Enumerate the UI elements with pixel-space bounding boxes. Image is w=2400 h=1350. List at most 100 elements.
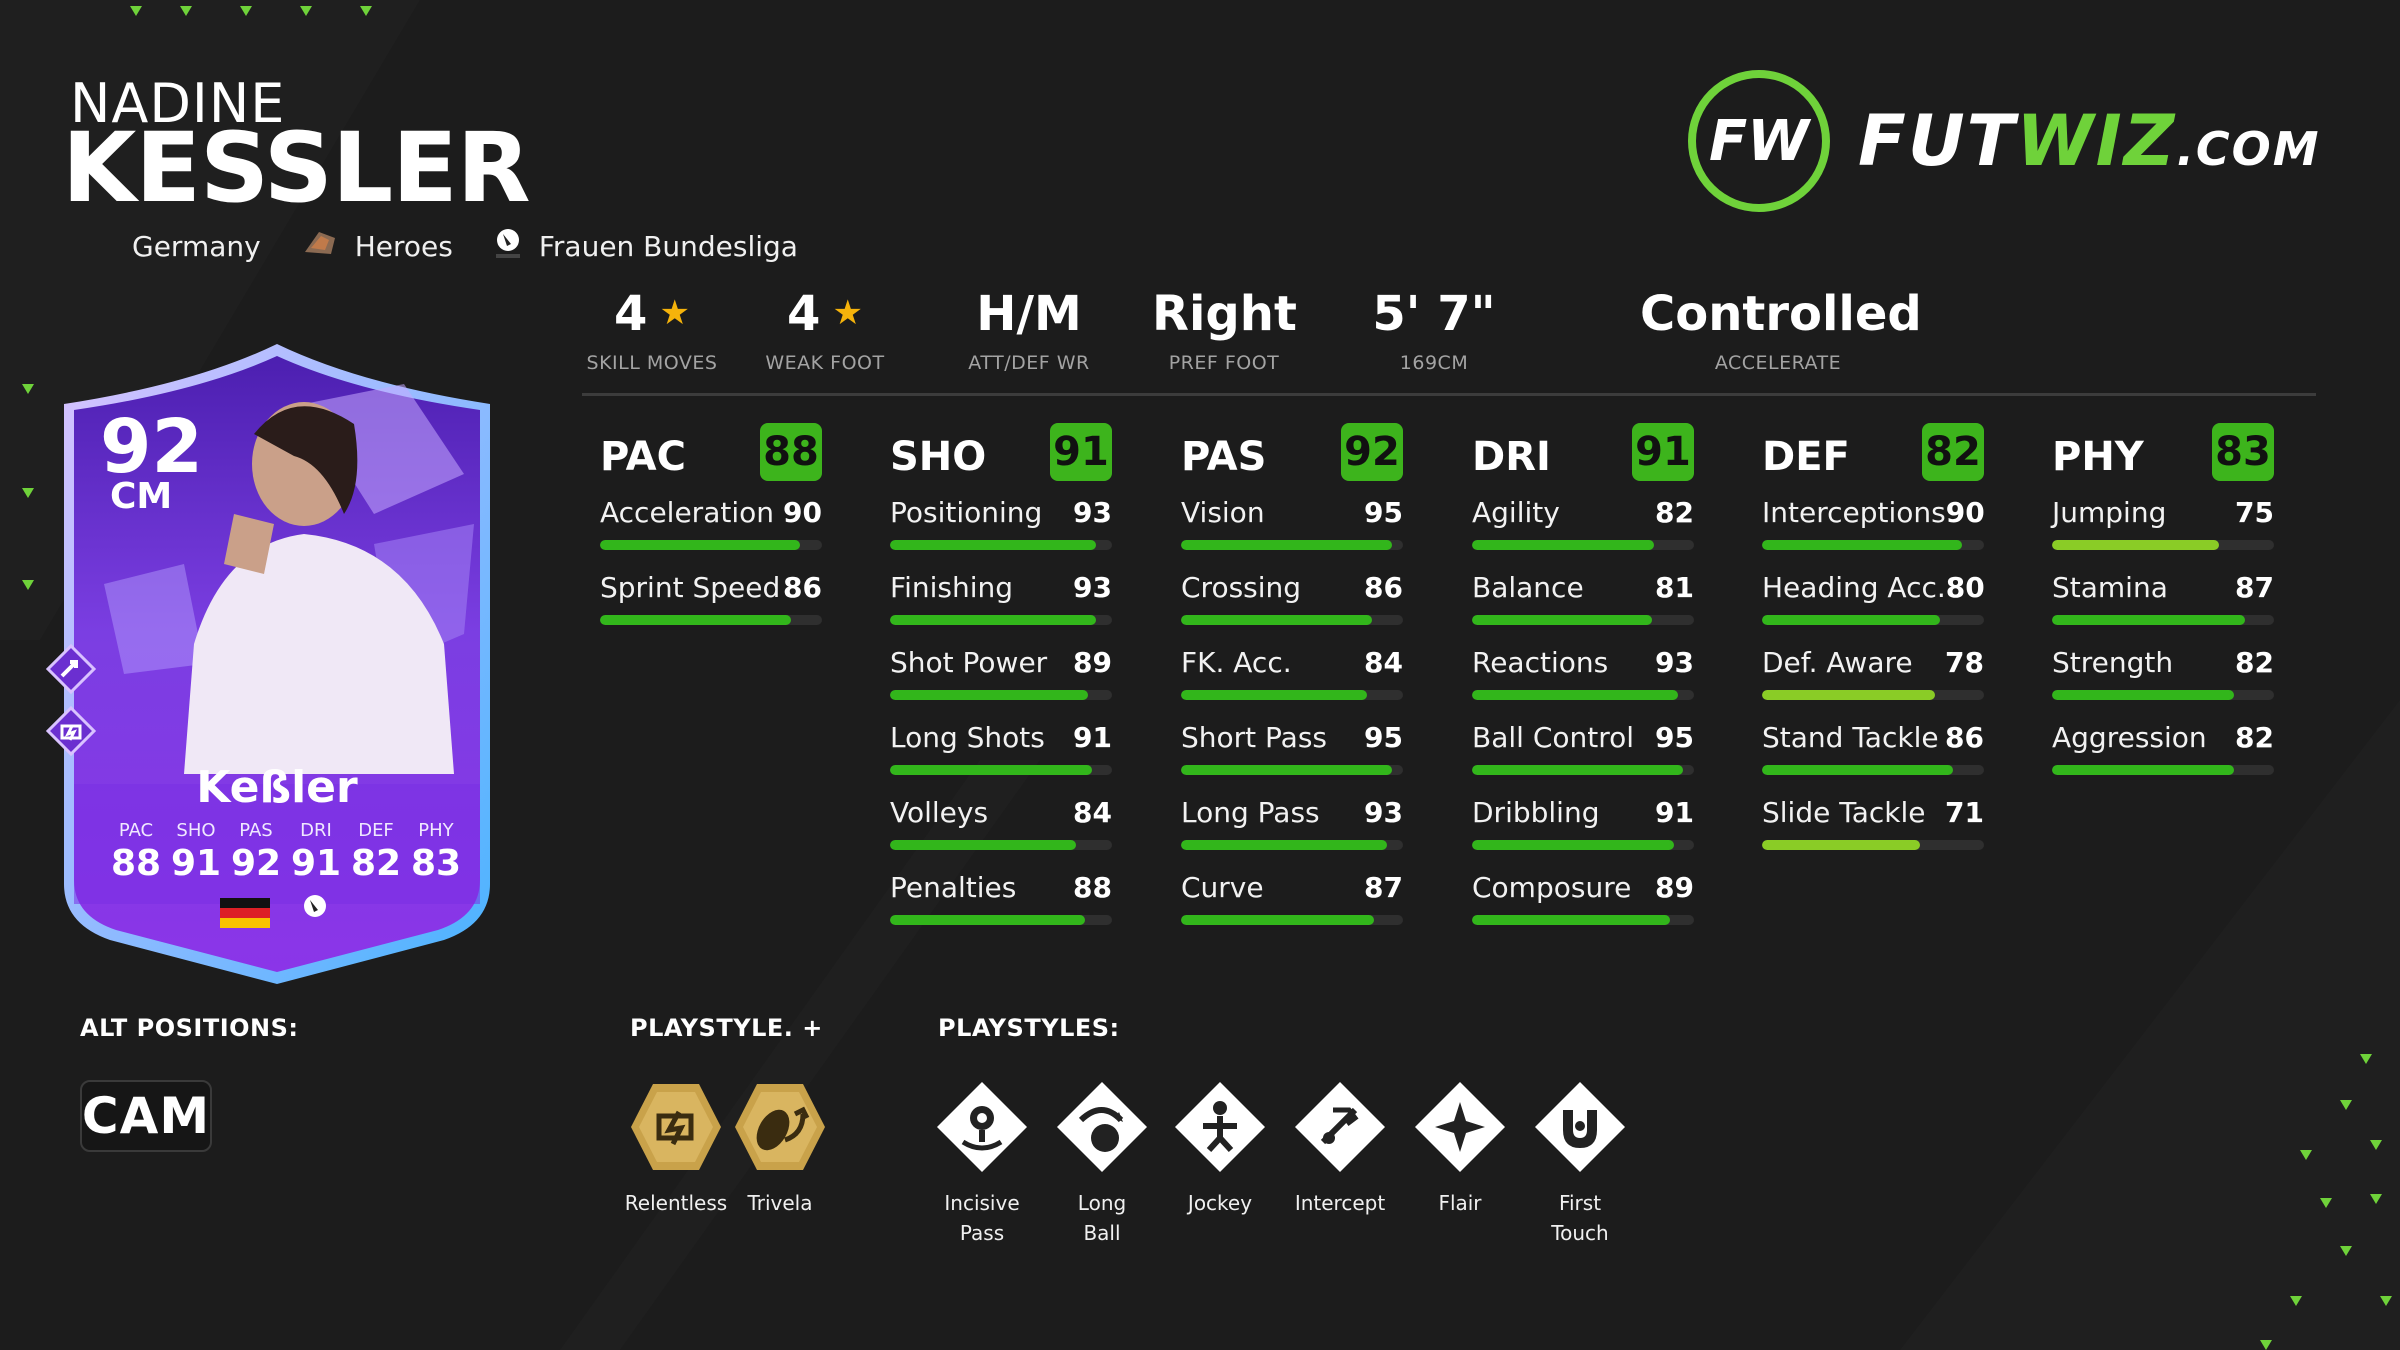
stat-bar xyxy=(2052,765,2274,775)
stat-row: Ball Control 95 xyxy=(1472,715,1694,784)
nation-link[interactable]: Germany xyxy=(68,230,261,263)
stat-column-pas: PAS 92 Vision 95 Crossing 86 FK. Acc. 84 Short P… xyxy=(1181,420,1403,934)
triangle-decoration xyxy=(300,6,312,16)
star-icon: ★ xyxy=(832,293,863,333)
stat-name: Stand Tackle xyxy=(1762,720,1939,754)
triangle-decoration xyxy=(22,488,34,498)
stat-row: Strength 82 xyxy=(2052,640,2274,709)
trivela-icon xyxy=(735,1084,825,1170)
alt-position-cam[interactable]: CAM xyxy=(80,1080,212,1152)
playstyle-plus-label: PLAYSTYLE. + xyxy=(630,1014,823,1042)
stat-value: 82 xyxy=(2235,720,2274,754)
work-rates: H/M ATT/DEF WR xyxy=(968,286,1090,374)
playstyle-incisive-pass[interactable]: Incisive Pass xyxy=(922,1080,1042,1248)
stat-value: 82 xyxy=(2235,645,2274,679)
stat-bar-fill xyxy=(1472,615,1652,625)
stat-bar-fill xyxy=(1762,840,1920,850)
stat-bar xyxy=(1181,615,1403,625)
stat-value: 86 xyxy=(783,570,822,604)
stat-bar xyxy=(1762,765,1984,775)
futwiz-badge-icon: FW xyxy=(1688,70,1830,212)
playstyle-name: Incisive Pass xyxy=(944,1191,1020,1245)
stat-bar xyxy=(1181,915,1403,925)
stat-row: Long Shots 91 xyxy=(890,715,1112,784)
playstyle-intercept[interactable]: Intercept xyxy=(1280,1080,1400,1218)
stat-bar xyxy=(1472,915,1694,925)
playstyle-jockey[interactable]: Jockey xyxy=(1160,1080,1280,1218)
club-link[interactable]: Heroes xyxy=(301,228,453,265)
stat-value: 91 xyxy=(1655,795,1694,829)
stat-row: Finishing 93 xyxy=(890,565,1112,634)
stat-value: 91 xyxy=(1073,720,1112,754)
stat-row: Volleys 84 xyxy=(890,790,1112,859)
stat-value: 89 xyxy=(1655,870,1694,904)
stat-name: Volleys xyxy=(890,795,989,829)
stat-row: Dribbling 91 xyxy=(1472,790,1694,859)
category-rating-badge: 92 xyxy=(1341,423,1403,481)
playstyle-name: First Touch xyxy=(1551,1191,1609,1245)
stat-value: 95 xyxy=(1364,495,1403,529)
stat-bar-fill xyxy=(1762,765,1953,775)
playstyles-label: PLAYSTYLES: xyxy=(938,1014,1120,1042)
stat-row: Stamina 87 xyxy=(2052,565,2274,634)
stat-value: 75 xyxy=(2235,495,2274,529)
stat-bar xyxy=(890,690,1112,700)
stat-name: Agility xyxy=(1472,495,1560,529)
stat-name: Long Pass xyxy=(1181,795,1320,829)
playstyle-first-touch[interactable]: First Touch xyxy=(1520,1080,1640,1248)
futwiz-logo[interactable]: FW FUTWIZ.COM xyxy=(1688,70,2321,212)
stat-row: Interceptions 90 xyxy=(1762,490,1985,559)
stat-name: Heading Acc. xyxy=(1762,570,1946,604)
divider xyxy=(582,393,2316,396)
triangle-decoration xyxy=(2370,1140,2382,1150)
stat-row: Aggression 82 xyxy=(2052,715,2274,784)
stat-bar-fill xyxy=(1472,840,1675,850)
stat-name: Curve xyxy=(1181,870,1264,904)
stat-value: 86 xyxy=(1945,720,1984,754)
card-league-icon xyxy=(304,895,326,917)
stat-row: Jumping 75 xyxy=(2052,490,2274,559)
stat-name: Finishing xyxy=(890,570,1014,604)
playstyle-plus-relentless[interactable]: Relentless xyxy=(616,1080,736,1218)
card-stat: DRI 91 xyxy=(290,820,342,884)
heroes-club-icon xyxy=(301,228,339,265)
long-ball-icon xyxy=(1057,1082,1147,1172)
stat-bar-fill xyxy=(890,690,1088,700)
playstyle-name: Flair xyxy=(1438,1191,1482,1215)
triangle-decoration xyxy=(130,6,142,16)
stat-name: Balance xyxy=(1472,570,1584,604)
stat-name: Stamina xyxy=(2052,570,2168,604)
league-icon xyxy=(493,226,523,267)
card-stat: PHY 83 xyxy=(410,820,462,884)
card-stat: PAC 88 xyxy=(110,820,162,884)
stat-name: FK. Acc. xyxy=(1181,645,1292,679)
stat-column-header: PHY 83 xyxy=(2052,420,2274,484)
stat-value: 87 xyxy=(2235,570,2274,604)
category-label: SHO xyxy=(890,434,987,480)
league-link[interactable]: Frauen Bundesliga xyxy=(493,226,798,267)
triangle-decoration xyxy=(2340,1246,2352,1256)
stat-row: Agility 82 xyxy=(1472,490,1694,559)
playstyle-plus-trivela[interactable]: Trivela xyxy=(720,1080,840,1218)
stat-column-header: DEF 82 xyxy=(1762,420,1984,484)
stat-bar xyxy=(1472,615,1694,625)
card-stat: PAS 92 xyxy=(230,820,282,884)
stat-name: Strength xyxy=(2052,645,2174,679)
futwiz-wordmark: FUTWIZ.COM xyxy=(1858,100,2321,182)
stat-bar-fill xyxy=(1181,765,1392,775)
stat-bar xyxy=(1181,540,1403,550)
stat-bar xyxy=(600,540,822,550)
stat-bar-fill xyxy=(2052,540,2219,550)
playstyle-long-ball[interactable]: Long Ball xyxy=(1042,1080,1162,1248)
stat-bar-fill xyxy=(1181,615,1372,625)
stat-row: Long Pass 93 xyxy=(1181,790,1403,859)
stat-name: Reactions xyxy=(1472,645,1609,679)
playstyle-flair[interactable]: Flair xyxy=(1400,1080,1520,1218)
category-label: DEF xyxy=(1762,434,1850,480)
stat-bar-fill xyxy=(2052,690,2235,700)
stat-row: Heading Acc. 80 xyxy=(1762,565,1985,634)
stat-row: Vision 95 xyxy=(1181,490,1403,559)
stat-value: 90 xyxy=(1945,495,1985,529)
card-stats: PAC 88 SHO 91 PAS 92 DRI 91 DEF 82 PHY 83 xyxy=(106,820,466,884)
stat-bar xyxy=(1762,615,1984,625)
